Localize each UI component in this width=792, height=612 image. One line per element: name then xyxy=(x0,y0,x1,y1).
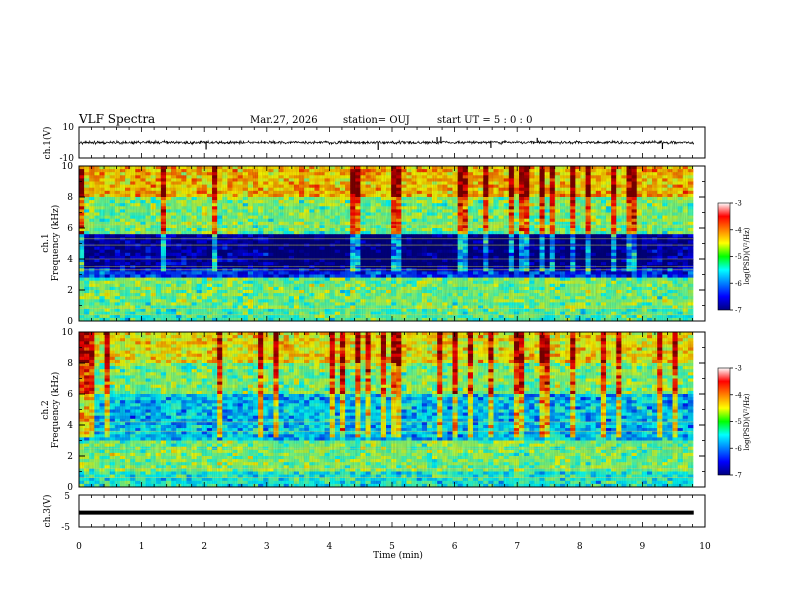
ch1-waveform-trace xyxy=(78,136,695,150)
figure-title: VLF Spectra xyxy=(78,112,155,126)
header-station: station= OUJ xyxy=(343,115,410,126)
ch1-waveform-panel: 10 -10 ch.1(V) xyxy=(42,123,706,164)
ch1-waveform-line xyxy=(78,139,695,146)
header-start-time: start UT = 5 : 0 : 0 xyxy=(437,115,532,126)
ch1-waveform-ylabel: ch.1(V) xyxy=(42,127,53,160)
ch1-ytick-bottom: -10 xyxy=(60,154,75,164)
header-date: Mar.27, 2026 xyxy=(250,115,318,126)
ch1-ytick-top: 10 xyxy=(63,123,75,133)
figure-header: VLF Spectra Mar.27, 2026 station= OUJ st… xyxy=(78,112,532,126)
